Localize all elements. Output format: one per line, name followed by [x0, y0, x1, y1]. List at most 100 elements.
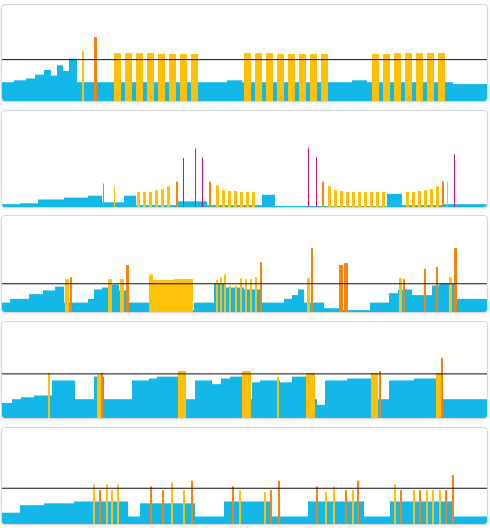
base-step-27 — [414, 378, 436, 418]
base-step-7 — [63, 70, 69, 101]
bar-30 — [370, 191, 373, 207]
bar-24 — [438, 53, 445, 101]
base-step-23 — [339, 310, 370, 312]
base-step-8 — [69, 58, 77, 101]
base-step-14 — [221, 378, 230, 418]
base-step-15 — [230, 376, 242, 418]
bar-6 — [306, 372, 315, 418]
base-step-0 — [2, 402, 12, 418]
base-step-9 — [308, 501, 364, 524]
bar-1 — [70, 277, 72, 312]
bar-40 — [447, 181, 448, 207]
bar-16 — [325, 492, 327, 524]
base-step-19 — [280, 382, 292, 418]
bar-28 — [358, 191, 361, 207]
bar-18 — [307, 278, 310, 312]
bar-5 — [150, 486, 152, 524]
bar-23 — [427, 53, 434, 101]
bar-15 — [316, 486, 318, 524]
chart-1 — [2, 37, 487, 101]
base-step-0 — [2, 204, 20, 207]
bar-18 — [345, 490, 347, 524]
bar-16 — [234, 191, 237, 207]
bar-13 — [240, 278, 242, 312]
base-step-14 — [453, 84, 487, 101]
bar-13 — [277, 54, 284, 101]
bar-7 — [167, 186, 170, 207]
bar-10 — [441, 357, 443, 418]
base-step-1 — [14, 80, 26, 101]
base-step-5 — [64, 302, 88, 312]
bar-0 — [48, 372, 50, 418]
bar-17 — [260, 262, 262, 312]
bar-15 — [299, 54, 306, 101]
bar-3 — [143, 191, 146, 207]
base-step-19 — [292, 295, 298, 312]
base-step-8 — [270, 516, 308, 524]
base-step-4 — [88, 195, 102, 207]
bar-12 — [235, 285, 237, 312]
bar-22 — [416, 53, 423, 101]
bar-4 — [242, 371, 251, 418]
base-step-7 — [224, 501, 270, 524]
base-step-5 — [102, 202, 124, 207]
chart-panel-4 — [1, 321, 488, 419]
bar-3 — [125, 53, 132, 101]
bar-18 — [372, 54, 379, 101]
bar-29 — [364, 191, 367, 207]
bar-32 — [382, 191, 385, 207]
base-step-0 — [2, 302, 10, 312]
base-step-7 — [104, 399, 132, 418]
base-step-24 — [347, 378, 372, 418]
bar-9 — [191, 480, 193, 524]
bar-7 — [171, 482, 173, 524]
bar-0 — [93, 484, 95, 524]
bar-25 — [340, 191, 343, 207]
chart-2 — [2, 147, 487, 207]
bar-13 — [270, 490, 272, 524]
base-step-12 — [452, 516, 487, 524]
bar-16 — [310, 54, 317, 101]
bar-27 — [439, 490, 441, 524]
base-step-5 — [51, 75, 57, 101]
bar-3 — [178, 371, 186, 418]
bar-2 — [108, 279, 112, 312]
bar-11 — [202, 157, 203, 207]
bar-11 — [239, 490, 241, 524]
bar-33 — [406, 191, 409, 207]
base-step-1 — [12, 399, 21, 418]
base-step-20 — [292, 376, 307, 418]
bar-11 — [255, 53, 262, 101]
base-step-9 — [108, 284, 119, 312]
base-step-29 — [439, 283, 455, 312]
base-step-0 — [2, 512, 20, 524]
bar-17 — [321, 54, 328, 101]
chart-panel-5 — [1, 427, 488, 525]
base-step-12 — [352, 80, 367, 101]
bar-31 — [376, 191, 379, 207]
base-step-1 — [20, 505, 44, 524]
base-step-6 — [57, 65, 63, 101]
base-step-9 — [149, 378, 157, 418]
bar-5 — [155, 190, 158, 207]
bar-36 — [424, 190, 427, 207]
chart-4 — [2, 357, 487, 418]
base-step-2 — [21, 397, 34, 418]
bar-1 — [114, 186, 115, 207]
bar-2 — [106, 484, 108, 524]
bar-25 — [426, 490, 428, 524]
bar-27 — [454, 248, 457, 312]
base-step-17 — [252, 382, 260, 418]
base-step-12 — [195, 380, 212, 418]
base-step-18 — [260, 380, 280, 418]
bar-0 — [82, 51, 84, 101]
bar-19 — [383, 54, 390, 101]
base-step-23 — [325, 380, 347, 418]
bar-18 — [246, 191, 249, 207]
base-step-21 — [304, 302, 324, 312]
base-step-4 — [55, 286, 64, 312]
bar-6 — [161, 189, 164, 207]
bar-24 — [334, 190, 337, 207]
bar-10 — [224, 274, 226, 312]
base-step-30 — [455, 298, 487, 312]
